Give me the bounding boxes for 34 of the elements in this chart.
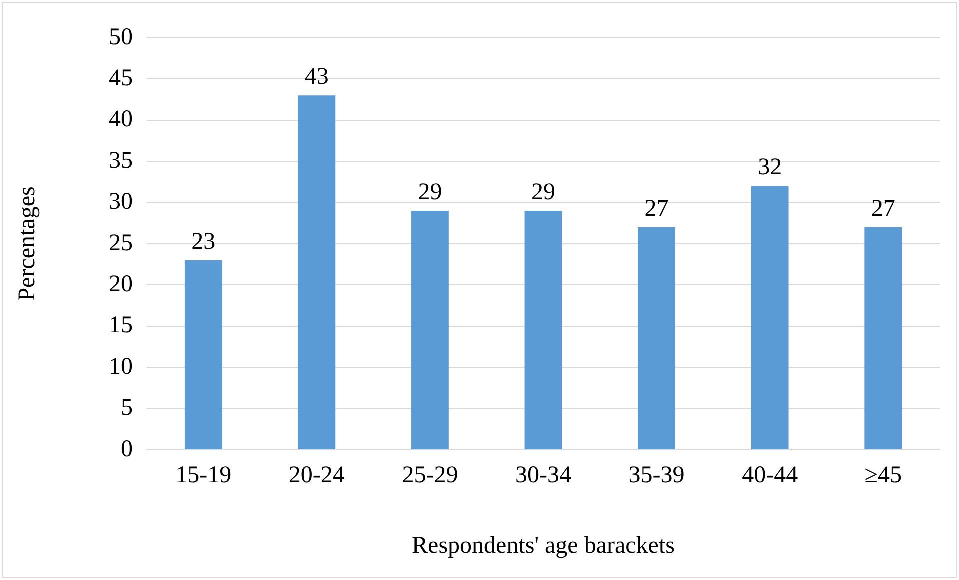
data-label: 23 <box>192 228 216 255</box>
x-tick-label: ≥45 <box>864 462 902 489</box>
y-axis-title: Percentages <box>14 186 41 302</box>
data-label: 29 <box>532 179 556 206</box>
data-label: 29 <box>418 179 442 206</box>
y-tick-label: 20 <box>109 271 133 298</box>
x-tick-label: 40-44 <box>742 462 798 489</box>
data-label: 27 <box>644 196 669 222</box>
y-tick-label: 5 <box>121 395 133 422</box>
data-label: 43 <box>304 64 329 90</box>
y-tick-label: 50 <box>109 24 133 50</box>
y-tick-label: 25 <box>109 230 133 256</box>
x-tick-label: 15-19 <box>176 462 232 489</box>
data-label: 32 <box>758 154 782 181</box>
y-tick-label: 0 <box>121 436 133 462</box>
bar <box>184 260 222 450</box>
bar <box>864 228 902 450</box>
x-tick-label: 25-29 <box>402 462 458 489</box>
y-tick-label: 30 <box>109 189 133 216</box>
data-label: 27 <box>871 196 896 222</box>
y-tick-label: 45 <box>109 65 133 92</box>
x-axis-title: Respondents' age barackets <box>412 532 675 559</box>
x-tick-label: 30-34 <box>516 462 572 489</box>
y-tick-label: 15 <box>109 312 133 339</box>
y-tick-label: 10 <box>109 354 133 380</box>
bar <box>751 186 789 450</box>
y-tick-label: 35 <box>109 148 133 174</box>
y-tick-label: 40 <box>109 106 133 133</box>
x-tick-label: 20-24 <box>288 462 345 489</box>
bar <box>298 96 336 450</box>
bar <box>638 228 676 450</box>
x-tick-label: 35-39 <box>628 462 685 489</box>
bar <box>412 211 449 450</box>
bar <box>524 211 562 450</box>
